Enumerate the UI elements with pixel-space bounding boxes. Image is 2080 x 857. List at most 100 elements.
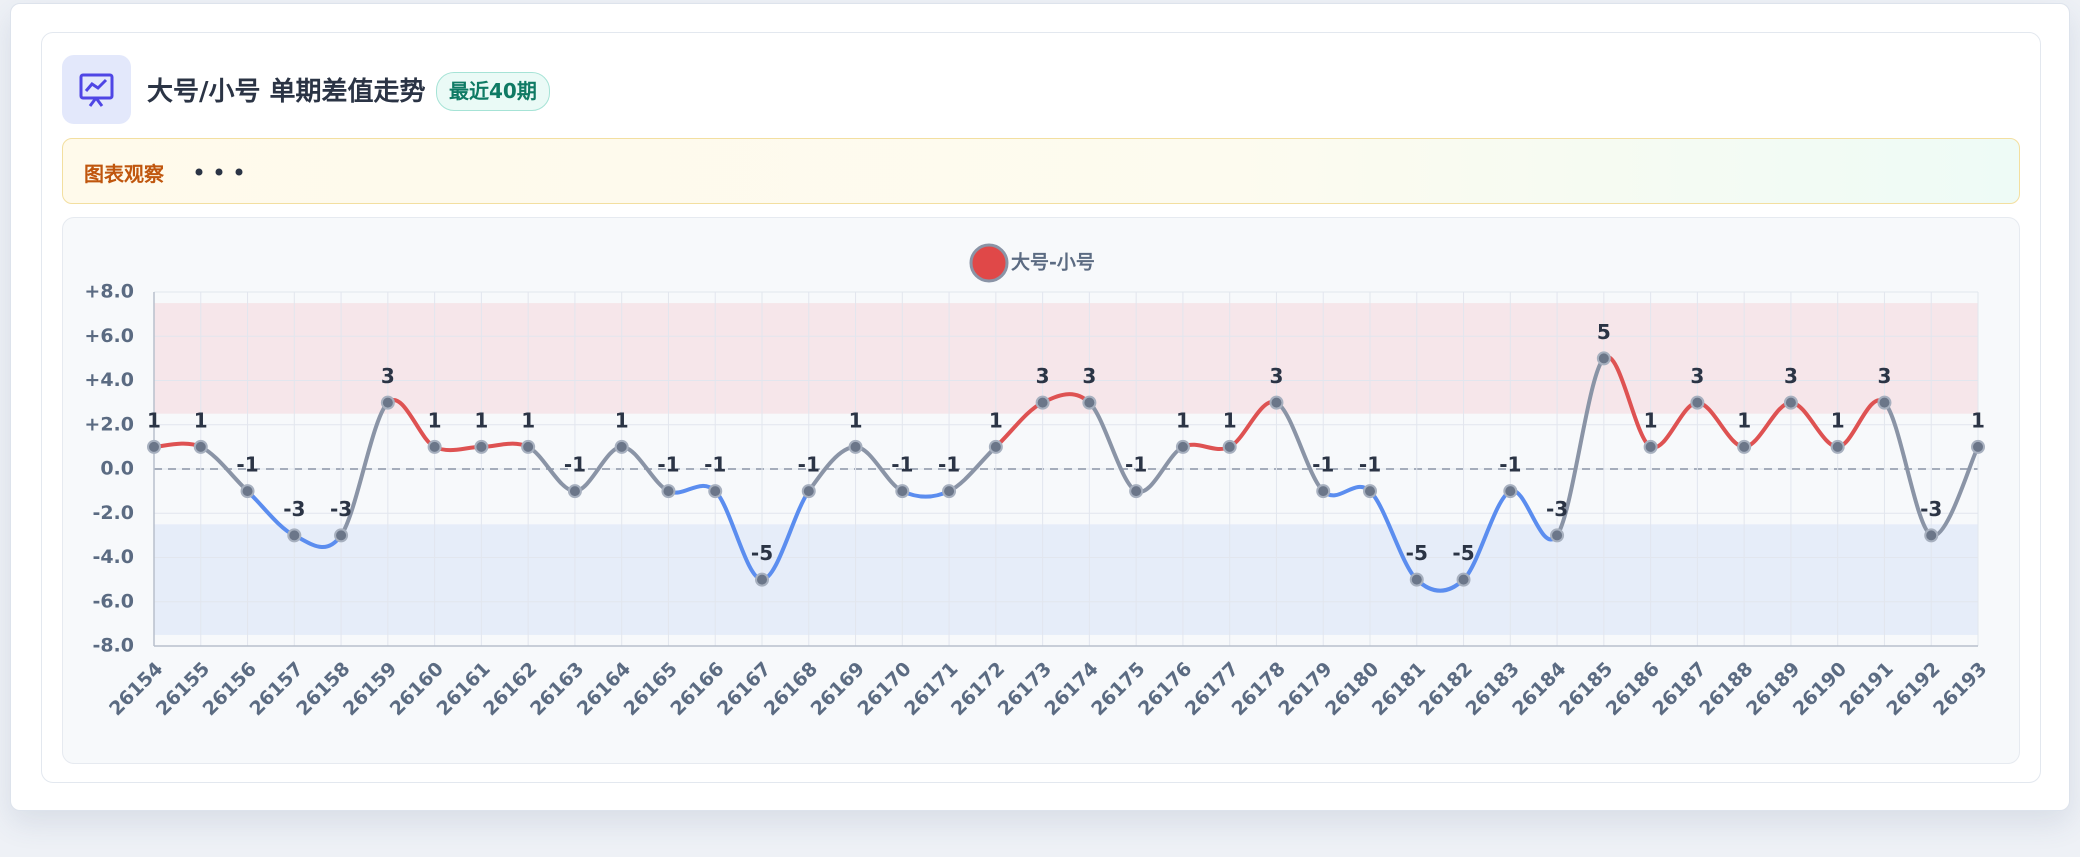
data-label: -1 <box>704 453 726 477</box>
y-tick-label: +4.0 <box>84 369 134 391</box>
point <box>614 439 629 454</box>
more-dots <box>195 168 243 176</box>
point <box>661 484 676 499</box>
data-label: -1 <box>1312 453 1334 477</box>
point <box>848 439 863 454</box>
y-tick-label: +8.0 <box>84 281 134 303</box>
chart: +8.0+6.0+4.0+2.00.0-2.0-4.0-6.0-8.026154… <box>84 243 1991 720</box>
data-label: -1 <box>891 453 913 477</box>
data-label: -1 <box>236 453 258 477</box>
data-label: 1 <box>1971 408 1985 432</box>
point <box>521 439 536 454</box>
legend-label: 大号-小号 <box>1011 251 1095 274</box>
y-tick-label: -8.0 <box>92 635 134 657</box>
y-tick-label: -4.0 <box>92 546 134 568</box>
data-label: 3 <box>1784 364 1798 388</box>
y-tick-label: +2.0 <box>84 413 134 435</box>
data-label: -1 <box>1359 453 1381 477</box>
data-label: -1 <box>1499 453 1521 477</box>
point <box>567 484 582 499</box>
data-label: 1 <box>849 408 863 432</box>
outer-card: 大号/小号 单期差值走势 最近40期 图表观察 +8.0 +6.0 +4.0 +2.0… <box>10 3 2070 811</box>
data-label: 1 <box>989 408 1003 432</box>
data-label: -3 <box>283 497 305 521</box>
line-segment <box>1882 400 1934 538</box>
data-label: -5 <box>1406 541 1428 565</box>
data-label: -5 <box>1452 541 1474 565</box>
data-label: 1 <box>1644 408 1658 432</box>
data-label: 3 <box>1878 364 1892 388</box>
data-label: 1 <box>615 408 629 432</box>
y-tick-label: -6.0 <box>92 590 134 612</box>
line-segment <box>900 489 952 499</box>
legend-marker <box>969 243 1009 283</box>
card-title: 大号/小号 单期差值走势 <box>147 77 426 107</box>
point <box>1175 439 1190 454</box>
point <box>1269 395 1284 410</box>
data-label: 1 <box>147 408 161 432</box>
band <box>154 524 1978 635</box>
data-label: -3 <box>1546 497 1568 521</box>
icon-graphic <box>79 73 114 107</box>
point <box>1550 528 1565 543</box>
point <box>287 528 302 543</box>
line-segment <box>1274 400 1326 494</box>
observation-bar[interactable]: 图表观察 <box>62 138 2020 204</box>
line-segment <box>1180 442 1232 451</box>
data-label: 3 <box>1690 364 1704 388</box>
point <box>147 439 161 454</box>
point <box>1596 351 1611 366</box>
chart-card: 大号/小号 单期差值走势 最近40期 图表观察 +8.0 +6.0 +4.0 +2.0… <box>41 32 2041 783</box>
data-label: 1 <box>428 408 442 432</box>
point <box>380 395 395 410</box>
line-segment <box>1368 489 1419 582</box>
point <box>1363 484 1377 499</box>
point <box>942 484 957 499</box>
data-label: -1 <box>938 453 960 477</box>
point <box>1409 572 1424 587</box>
data-label: -1 <box>1125 453 1147 477</box>
point <box>1924 528 1939 543</box>
point <box>1129 484 1144 499</box>
point <box>1082 395 1097 410</box>
data-label: 1 <box>1223 408 1237 432</box>
point <box>1503 484 1518 499</box>
data-label: 5 <box>1597 320 1611 344</box>
y-tick-label: -2.0 <box>92 502 134 524</box>
data-label: 1 <box>1737 408 1751 432</box>
data-label: -3 <box>1920 497 1942 521</box>
point <box>334 528 349 543</box>
data-label: 1 <box>194 408 208 432</box>
data-label: -1 <box>564 453 586 477</box>
point <box>474 439 489 454</box>
point <box>1690 395 1705 410</box>
data-label: -1 <box>657 453 679 477</box>
point <box>1830 439 1845 454</box>
line-segment <box>666 484 718 495</box>
chart-panel: +8.0 +6.0 +4.0 +2.0 0.0 -2.0 -4.0 -6.0 -8.0 26154… <box>62 217 2020 764</box>
point <box>1737 439 1752 454</box>
band <box>154 303 1978 414</box>
line-segment <box>432 444 484 453</box>
point <box>427 439 442 454</box>
line-segment <box>1087 400 1139 494</box>
data-label: 1 <box>474 408 488 432</box>
badge: 最近40期 <box>436 72 550 111</box>
observation-label: 图表观察 <box>84 162 164 186</box>
point <box>1456 572 1471 587</box>
line-segment <box>479 441 531 449</box>
data-label: 3 <box>1270 364 1284 388</box>
point <box>895 484 910 499</box>
line-segment <box>1321 484 1372 498</box>
line-segment <box>339 400 390 538</box>
point <box>801 484 816 499</box>
data-label: 3 <box>1082 364 1096 388</box>
point <box>1783 395 1798 410</box>
point <box>1222 439 1237 454</box>
data-label: -1 <box>798 453 820 477</box>
data-label: 1 <box>1831 408 1845 432</box>
line-segment <box>152 441 203 449</box>
data-label: 3 <box>1036 364 1050 388</box>
y-tick-label: 0.0 <box>100 458 134 480</box>
